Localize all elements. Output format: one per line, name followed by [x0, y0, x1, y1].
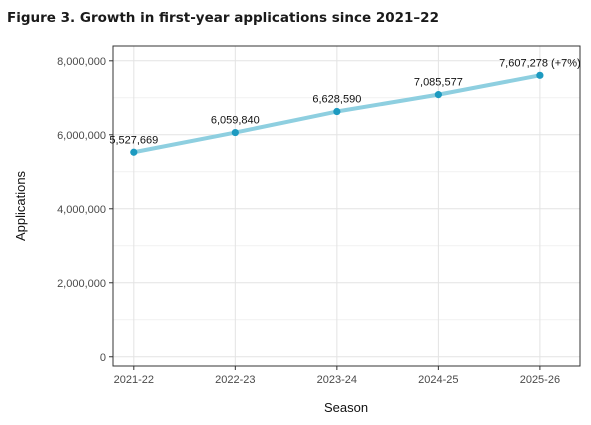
y-axis-title: Applications: [13, 170, 28, 241]
grid-lines: [113, 46, 580, 366]
y-tick-label: 8,000,000: [57, 56, 106, 68]
y-tick-label: 0: [100, 352, 106, 364]
y-tick-label: 4,000,000: [57, 204, 106, 216]
data-label: 7,607,278 (+7%): [499, 57, 581, 69]
x-tick-label: 2022-23: [215, 374, 255, 386]
data-series: [130, 71, 544, 156]
data-label: 6,628,590: [312, 94, 361, 106]
y-tick-label: 2,000,000: [57, 278, 106, 290]
figure-title: Figure 3. Growth in first-year applicati…: [7, 10, 439, 26]
y-tick-label: 6,000,000: [57, 130, 106, 142]
x-axis-title: Season: [324, 400, 368, 415]
data-label: 6,059,840: [211, 115, 260, 127]
plot-panel-border: [112, 45, 581, 367]
x-tick-label: 2023-24: [317, 374, 357, 386]
x-axis-ticks: 2021-22 2022-23 2023-24 2024-25 2025-26: [114, 366, 560, 386]
y-axis-ticks: 0 2,000,000 4,000,000 6,000,000 8,000,000: [57, 56, 113, 364]
data-point: [231, 128, 239, 137]
data-label: 5,527,669: [109, 134, 158, 146]
x-tick-label: 2021-22: [114, 374, 154, 386]
data-point: [434, 91, 442, 99]
x-tick-label: 2024-25: [418, 374, 458, 386]
data-point: [333, 107, 341, 116]
x-tick-label: 2025-26: [520, 374, 560, 386]
data-point: [130, 148, 138, 156]
data-point: [536, 71, 544, 79]
data-label: 7,085,577: [414, 77, 463, 89]
data-labels: 5,527,669 6,059,840 6,628,590 7,085,577 7,60…: [109, 57, 580, 146]
